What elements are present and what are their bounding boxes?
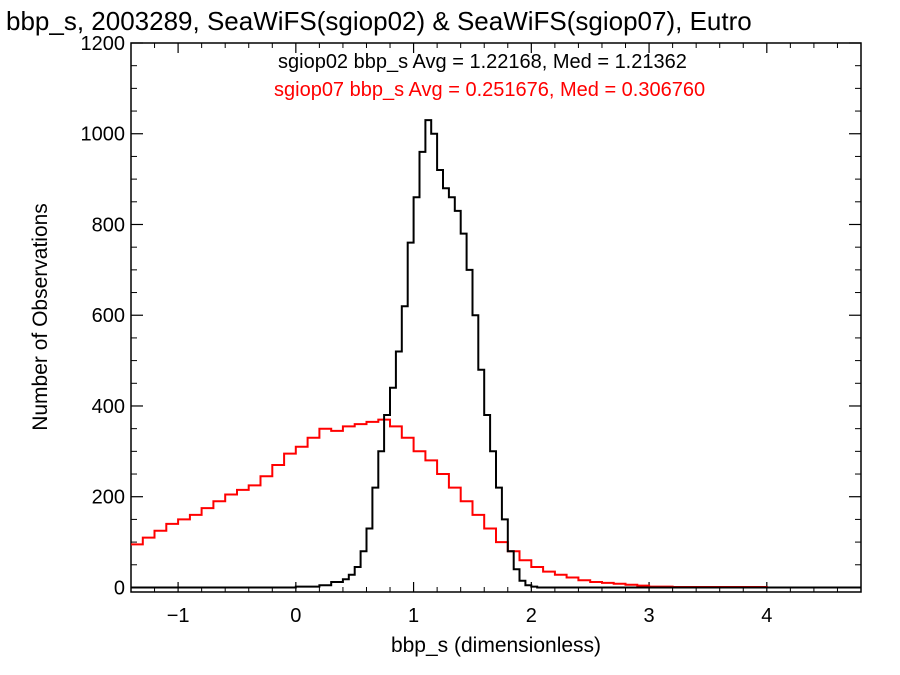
x-tick-label: 2	[526, 605, 537, 627]
chart-title: bbp_s, 2003289, SeaWiFS(sgiop02) & SeaWi…	[6, 6, 752, 36]
x-tick-label: 4	[761, 605, 772, 627]
y-tick-label: 1200	[81, 33, 126, 55]
x-tick-label: 0	[290, 605, 301, 627]
x-tick-label: 1	[408, 605, 419, 627]
series-sgiop02-histogram	[131, 119, 861, 589]
y-tick-label: 200	[92, 487, 125, 509]
x-tick-label: 3	[644, 605, 655, 627]
y-tick-label: 600	[92, 305, 125, 327]
series-sgiop07-histogram	[131, 418, 861, 589]
x-tick-label: −1	[167, 605, 190, 627]
y-tick-label: 1000	[81, 124, 126, 146]
series-layer	[131, 119, 861, 589]
x-axis-title: bbp_s (dimensionless)	[391, 634, 601, 657]
legend-entry-sgiop07: sgiop07 bbp_s Avg = 0.251676, Med = 0.30…	[274, 79, 705, 101]
y-tick-label: 400	[92, 396, 125, 418]
y-axis-title: Number of Observations	[29, 203, 52, 431]
y-tick-label: 800	[92, 214, 125, 236]
plot-area-frame	[130, 42, 862, 593]
legend-entry-sgiop02: sgiop02 bbp_s Avg = 1.22168, Med = 1.213…	[278, 51, 687, 73]
y-tick-label: 0	[114, 577, 125, 599]
y-axis: 0 200 400 600 800 1000 1200	[81, 33, 861, 599]
